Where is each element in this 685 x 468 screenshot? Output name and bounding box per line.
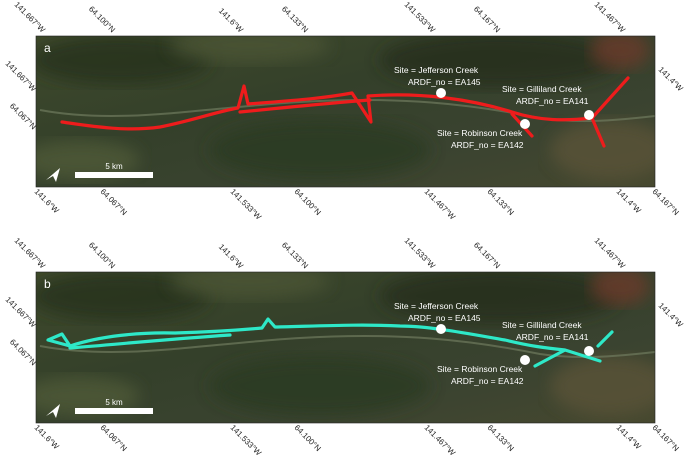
- map-panel: b Site = Jefferson Creek ARDF_no = EA145 Si…: [4, 236, 685, 458]
- coordinate-label: 141.667°W: [13, 236, 48, 271]
- terrain-patch: [590, 36, 650, 70]
- coordinate-label: 64.100°N: [87, 4, 117, 34]
- coordinate-label: 64.133°N: [280, 240, 310, 270]
- coordinate-label: 64.167°N: [651, 187, 681, 217]
- site-marker: [520, 355, 530, 365]
- terrain-patch: [380, 272, 620, 324]
- coordinate-label: 141.533°W: [403, 236, 438, 271]
- coordinate-label: 141.467°W: [423, 187, 458, 222]
- north-arrow: [46, 168, 60, 182]
- coordinate-label: 64.133°N: [280, 4, 310, 34]
- site-marker: [520, 119, 530, 129]
- scale-bar: [75, 408, 153, 414]
- river: [39, 99, 655, 123]
- coordinate-label: 141.4°W: [657, 301, 685, 329]
- coordinate-label: 141.6°W: [33, 423, 61, 451]
- site-id: ARDF_no = EA141: [516, 96, 589, 106]
- scale-bar: [75, 172, 153, 178]
- panel-frame: [35, 35, 656, 188]
- site-marker: [436, 88, 446, 98]
- terrain-patch: [36, 376, 140, 416]
- scale-label: 5 km: [105, 162, 123, 171]
- coordinate-label: 141.6°W: [217, 6, 245, 34]
- coordinate-label: 141.533°W: [403, 0, 438, 35]
- site-name: Site = Jefferson Creek: [394, 301, 479, 311]
- coordinate-label: 64.133°N: [486, 423, 516, 453]
- site-id: ARDF_no = EA145: [408, 77, 481, 87]
- coordinate-label: 64.067°N: [8, 337, 38, 367]
- coordinate-label: 64.167°N: [651, 423, 681, 453]
- site-name: Site = Gilliland Creek: [502, 84, 582, 94]
- terrain-patch: [36, 36, 210, 85]
- coordinate-label: 64.167°N: [472, 240, 502, 270]
- panel-label: a: [44, 41, 51, 55]
- site-id: ARDF_no = EA145: [408, 313, 481, 323]
- north-arrow: [46, 404, 60, 418]
- satellite-image: [36, 272, 655, 423]
- scale-label: 5 km: [105, 398, 123, 407]
- coordinate-label: 64.133°N: [486, 187, 516, 217]
- panel-label: b: [44, 277, 51, 291]
- terrain-patch: [170, 36, 330, 63]
- coordinate-label: 141.4°W: [657, 65, 685, 93]
- coordinate-label: 141.533°W: [229, 423, 264, 458]
- site-name: Site = Jefferson Creek: [394, 65, 479, 75]
- coordinate-label: 141.467°W: [423, 423, 458, 458]
- terrain-patch: [550, 356, 655, 416]
- site-id: ARDF_no = EA142: [451, 376, 524, 386]
- coordinate-label: 141.533°W: [229, 187, 264, 222]
- coordinate-label: 141.4°W: [615, 423, 643, 451]
- coordinate-label: 141.467°W: [593, 236, 628, 271]
- survey-track: [46, 317, 614, 368]
- coordinate-label: 64.167°N: [472, 4, 502, 34]
- coordinate-label: 64.067°N: [8, 101, 38, 131]
- site-marker: [584, 110, 594, 120]
- coordinate-label: 141.667°W: [4, 59, 39, 94]
- site-name: Site = Gilliland Creek: [502, 320, 582, 330]
- coordinate-label: 64.100°N: [293, 187, 323, 217]
- coordinate-label: 64.067°N: [99, 423, 129, 453]
- terrain-patch: [170, 272, 330, 299]
- terrain-patch: [210, 356, 430, 416]
- terrain-patch: [36, 272, 210, 321]
- site-name: Site = Robinson Creek: [437, 128, 523, 138]
- coordinate-label: 64.067°N: [99, 187, 129, 217]
- coordinate-label: 141.4°W: [615, 187, 643, 215]
- survey-track: [60, 76, 630, 148]
- map-panel: a Site = Jefferson Creek ARDF_no = EA145 Si…: [4, 0, 685, 222]
- coordinate-label: 64.100°N: [293, 423, 323, 453]
- terrain-patch: [210, 120, 430, 180]
- site-id: ARDF_no = EA141: [516, 332, 589, 342]
- site-name: Site = Robinson Creek: [437, 364, 523, 374]
- coordinate-label: 64.100°N: [87, 240, 117, 270]
- terrain-patch: [590, 272, 650, 306]
- coordinate-label: 141.667°W: [13, 0, 48, 35]
- terrain-patch: [380, 36, 620, 88]
- coordinate-label: 141.6°W: [217, 242, 245, 270]
- site-id: ARDF_no = EA142: [451, 140, 524, 150]
- terrain-patch: [550, 120, 655, 180]
- coordinate-label: 141.6°W: [33, 187, 61, 215]
- river: [39, 335, 655, 359]
- site-marker: [436, 324, 446, 334]
- panel-frame: [35, 271, 656, 424]
- terrain-patch: [36, 140, 140, 180]
- coordinate-label: 141.667°W: [4, 295, 39, 330]
- coordinate-label: 141.467°W: [593, 0, 628, 35]
- site-marker: [584, 346, 594, 356]
- satellite-image: [36, 36, 655, 187]
